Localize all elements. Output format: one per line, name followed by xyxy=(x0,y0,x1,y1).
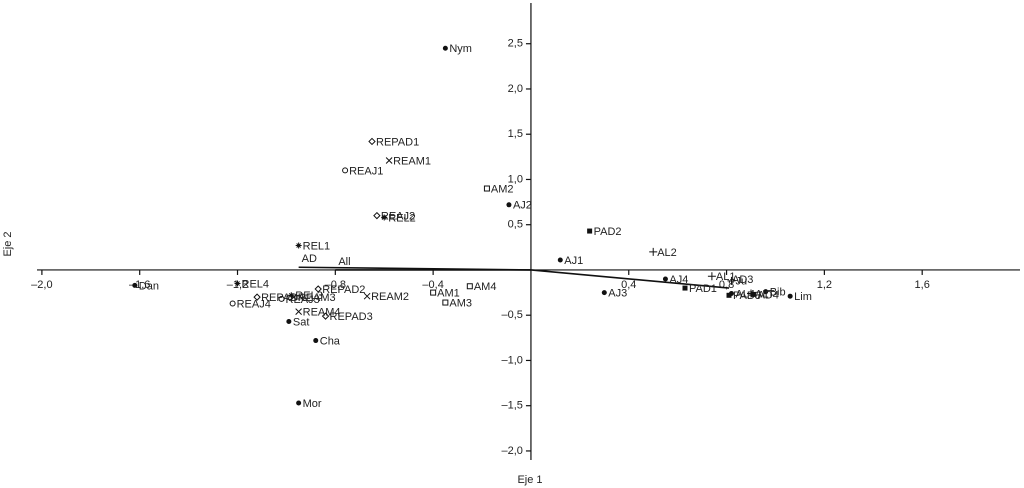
point-label: REPAD2 xyxy=(322,284,365,296)
point xyxy=(229,300,236,307)
point-label: AL2 xyxy=(657,247,677,259)
point xyxy=(296,400,302,406)
point-label: ALT xyxy=(755,288,775,300)
point-label: REAJ4 xyxy=(237,298,271,310)
x-tick-label: –1,6 xyxy=(129,279,150,291)
point xyxy=(787,293,793,299)
point xyxy=(763,289,769,295)
point xyxy=(662,276,668,282)
point xyxy=(649,247,658,256)
point-label: PAD1 xyxy=(689,283,717,295)
point xyxy=(750,291,756,297)
point xyxy=(430,289,437,296)
point xyxy=(466,283,473,290)
point-label: REPAD3 xyxy=(330,311,373,323)
point xyxy=(363,292,371,300)
point-label: Sat xyxy=(293,316,310,328)
point xyxy=(253,293,261,301)
point-label: AL4 xyxy=(735,288,755,300)
y-axis-title: Eje 2 xyxy=(2,231,14,256)
point xyxy=(342,167,349,174)
point-label: AD4 xyxy=(757,289,778,301)
point xyxy=(295,308,302,315)
point xyxy=(557,257,563,263)
point-label: Bib xyxy=(770,287,786,299)
point-label: Ju xyxy=(735,276,747,288)
point xyxy=(707,272,716,281)
x-tick-label: 1,2 xyxy=(817,279,832,291)
point-label: Cha xyxy=(320,335,341,347)
point-label: REAM1 xyxy=(393,155,431,167)
point xyxy=(288,292,295,299)
point-label: Nym xyxy=(449,43,472,55)
point-label: Mor xyxy=(303,398,322,410)
point xyxy=(682,285,688,291)
point xyxy=(747,289,756,298)
point xyxy=(132,282,138,288)
y-tick-label: –1,5 xyxy=(502,400,523,412)
point xyxy=(726,292,732,298)
point xyxy=(373,211,381,220)
point-label: PAD2 xyxy=(594,226,622,238)
point-label: AJ4 xyxy=(669,274,688,286)
vector-label: AD3 xyxy=(732,274,753,286)
vector-label: All xyxy=(338,256,350,268)
point-label: REL2 xyxy=(388,212,416,224)
point-label: Lim xyxy=(794,291,812,303)
point-label: AM4 xyxy=(474,281,497,293)
point-label: REAJ3 xyxy=(286,294,320,306)
point xyxy=(286,319,292,325)
point xyxy=(278,295,285,302)
point xyxy=(321,312,330,320)
point xyxy=(368,137,376,146)
point xyxy=(442,299,449,306)
point xyxy=(506,202,512,208)
vector xyxy=(530,269,730,289)
point xyxy=(727,276,736,285)
x-tick-label: –2,0 xyxy=(31,279,52,291)
point xyxy=(313,338,319,344)
point xyxy=(483,185,490,192)
x-tick-label: –0,8 xyxy=(325,279,346,291)
point xyxy=(381,214,388,221)
y-tick-label: 1,0 xyxy=(508,173,523,185)
y-tick-label: –0,5 xyxy=(502,309,523,321)
point-label: REL4 xyxy=(242,278,270,290)
point-label: AJ2 xyxy=(513,200,532,212)
point-label: REAM4 xyxy=(303,306,341,318)
point-label: AM2 xyxy=(491,183,514,195)
y-tick-label: 1,5 xyxy=(508,128,523,140)
y-tick-label: 2,0 xyxy=(508,83,523,95)
point-label: AM1 xyxy=(437,287,460,299)
point-label: AL1 xyxy=(716,271,736,283)
x-tick-label: –0,4 xyxy=(422,279,443,291)
point-label: Dan xyxy=(139,280,159,292)
point-label: AM3 xyxy=(449,297,472,309)
point-label: REPAD1 xyxy=(376,136,419,148)
point xyxy=(295,242,302,249)
y-tick-label: 2,5 xyxy=(508,38,523,50)
y-tick-label: –2,0 xyxy=(502,445,523,457)
point-label: REAJ2 xyxy=(381,211,415,223)
point-label: REL1 xyxy=(303,240,331,252)
point xyxy=(234,280,241,287)
x-axis-title: Eje 1 xyxy=(517,474,542,486)
y-tick-label: –1,0 xyxy=(502,354,523,366)
point-label: REL3 xyxy=(295,290,323,302)
vector-label: AD xyxy=(302,253,317,265)
point-label: AJ3 xyxy=(608,287,627,299)
x-tick-label: 1,6 xyxy=(915,279,930,291)
point-label: REAJ1 xyxy=(349,165,383,177)
point-label: REAM3 xyxy=(298,292,336,304)
x-tick-label: 0,4 xyxy=(621,279,636,291)
y-tick-label: 0,5 xyxy=(508,219,523,231)
point xyxy=(601,290,607,296)
point-label: REAM2 xyxy=(371,291,409,303)
point xyxy=(442,45,448,51)
point-label: AJ1 xyxy=(564,255,583,267)
point xyxy=(587,228,593,234)
point xyxy=(314,285,322,293)
point xyxy=(385,157,393,164)
